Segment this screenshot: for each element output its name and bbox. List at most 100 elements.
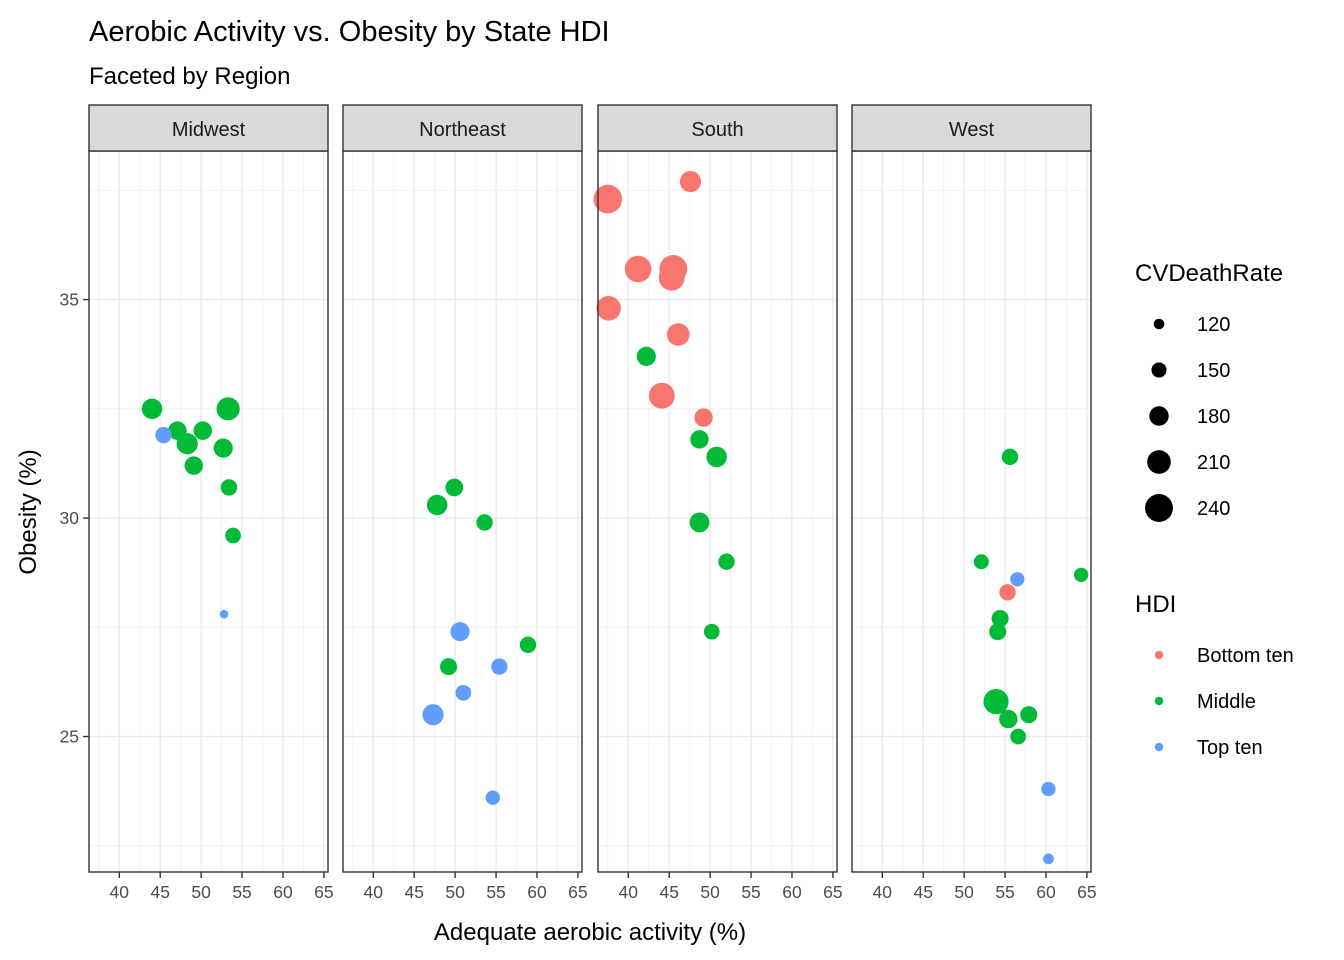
data-point — [426, 494, 448, 516]
data-point — [519, 636, 537, 653]
panel-background — [852, 151, 1091, 872]
color-legend-key — [1154, 742, 1164, 752]
data-point — [1074, 567, 1089, 583]
color-legend-label: Top ten — [1197, 737, 1263, 759]
data-point — [220, 479, 238, 496]
data-point — [141, 398, 163, 420]
x-tick-label: 50 — [954, 882, 974, 902]
panel-background — [89, 151, 328, 872]
x-tick-label: 55 — [232, 882, 251, 902]
data-point — [989, 623, 1007, 641]
strip-label-south: South — [691, 119, 743, 141]
strip-background — [851, 104, 1092, 152]
data-point — [706, 446, 727, 468]
data-point — [689, 512, 710, 533]
size-legend-label: 180 — [1197, 406, 1230, 428]
data-point — [422, 704, 444, 726]
size-legend-label: 150 — [1197, 360, 1230, 382]
x-tick-label: 40 — [619, 882, 639, 902]
x-tick-label: 40 — [364, 882, 384, 902]
strip-background — [88, 104, 329, 152]
strip-background — [597, 104, 838, 152]
size-legend-key — [1153, 318, 1165, 330]
x-tick-label: 65 — [314, 882, 333, 902]
x-tick-label: 65 — [568, 882, 587, 902]
data-point — [1010, 728, 1027, 745]
data-point — [476, 514, 493, 531]
data-point — [193, 421, 213, 440]
data-point — [999, 584, 1016, 601]
x-tick-label: 50 — [700, 882, 720, 902]
y-axis-title: Obesity (%) — [15, 449, 42, 574]
data-point — [718, 553, 735, 570]
data-point — [991, 610, 1009, 628]
x-tick-label: 60 — [782, 882, 802, 902]
data-point — [624, 255, 652, 283]
x-axis-title: Adequate aerobic activity (%) — [434, 919, 746, 946]
color-legend-key — [1154, 696, 1164, 706]
data-point — [440, 658, 458, 676]
x-tick-label: 45 — [913, 882, 932, 902]
data-point — [973, 554, 989, 570]
data-point — [445, 478, 464, 497]
data-point — [168, 421, 187, 440]
strip-label-west: West — [949, 119, 995, 141]
x-tick-label: 50 — [191, 882, 211, 902]
size-legend-label: 210 — [1197, 452, 1230, 474]
x-tick-label: 55 — [486, 882, 505, 902]
data-point — [1010, 572, 1025, 587]
data-point — [1020, 706, 1038, 724]
strip-label-midwest: Midwest — [172, 119, 246, 141]
data-point — [184, 456, 203, 475]
data-point — [1001, 448, 1019, 466]
size-legend-key — [1151, 362, 1167, 378]
x-tick-label: 55 — [741, 882, 760, 902]
data-point — [983, 688, 1009, 715]
panel-background — [343, 151, 582, 872]
y-tick-label: 25 — [60, 727, 79, 747]
x-tick-label: 60 — [527, 882, 547, 902]
data-point — [225, 527, 241, 544]
data-point — [596, 296, 621, 321]
x-tick-label: 60 — [273, 882, 293, 902]
data-point — [155, 426, 172, 444]
data-point — [1041, 781, 1056, 797]
size-legend-key — [1147, 450, 1171, 474]
x-tick-label: 65 — [1077, 882, 1096, 902]
color-legend: Bottom ten Middle Top ten — [1154, 645, 1294, 759]
size-legend-key — [1149, 406, 1169, 426]
color-legend-label: Bottom ten — [1197, 645, 1294, 667]
data-point — [216, 397, 240, 421]
size-legend: 120 150 180 210 240 — [1145, 314, 1230, 522]
y-tick-label: 30 — [60, 508, 80, 528]
data-point — [658, 264, 685, 291]
data-point — [679, 170, 702, 193]
x-tick-label: 40 — [873, 882, 893, 902]
size-legend-key — [1145, 494, 1173, 522]
chart-title: Aerobic Activity vs. Obesity by State HD… — [89, 16, 610, 48]
data-point — [219, 609, 229, 619]
x-tick-label: 45 — [659, 882, 678, 902]
color-legend-label: Middle — [1197, 691, 1256, 713]
data-point — [999, 709, 1018, 729]
data-point — [703, 623, 720, 640]
x-tick-label: 50 — [445, 882, 465, 902]
legend: CVDeathRate 120 150 180 210 240 HDI Bottom t… — [1135, 260, 1294, 759]
chart-subtitle: Faceted by Region — [89, 63, 290, 90]
color-legend-key — [1154, 650, 1164, 660]
facet-west: West 40 45 50 55 60 65 — [851, 104, 1097, 902]
x-tick-label: 45 — [150, 882, 169, 902]
facet-midwest: Midwest 40 45 50 55 60 65 25 30 35 — [60, 104, 334, 902]
data-point — [690, 430, 709, 449]
strip-label-northeast: Northeast — [419, 119, 506, 141]
x-tick-label: 40 — [110, 882, 130, 902]
data-point — [593, 184, 623, 214]
size-legend-label: 120 — [1197, 314, 1230, 336]
size-legend-label: 240 — [1197, 498, 1230, 520]
data-point — [694, 408, 713, 427]
x-tick-label: 45 — [404, 882, 423, 902]
facet-south: South 40 45 50 55 60 65 — [593, 104, 843, 902]
data-point — [648, 382, 675, 409]
data-point — [450, 622, 470, 642]
